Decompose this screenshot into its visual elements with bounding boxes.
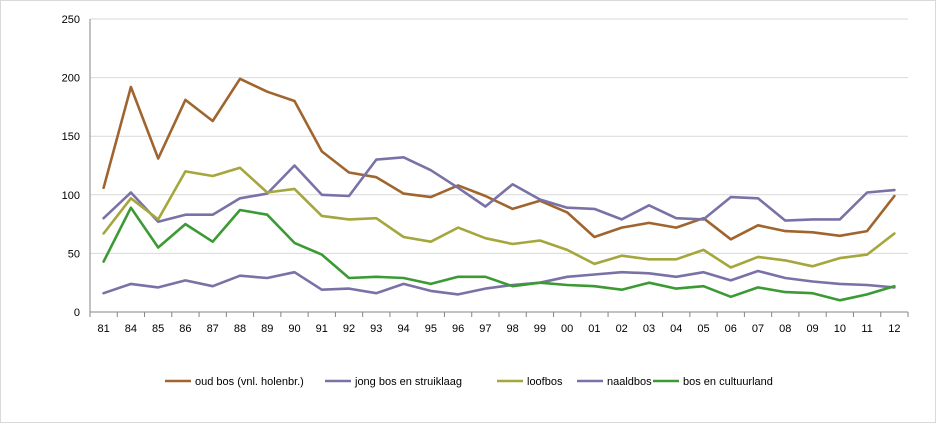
series-line-3 bbox=[102, 166, 896, 269]
x-tick-label: 10 bbox=[834, 323, 846, 335]
y-tick-label: 250 bbox=[62, 14, 80, 26]
x-tick-label: 11 bbox=[861, 323, 872, 335]
x-tick-label: 99 bbox=[534, 323, 546, 335]
x-tick-label: 85 bbox=[152, 323, 164, 335]
legend-label: jong bos en struiklaag bbox=[354, 376, 462, 388]
x-tick-label: 86 bbox=[179, 323, 191, 335]
x-tick-label: 03 bbox=[643, 323, 655, 335]
x-tick-label: 98 bbox=[507, 323, 519, 335]
x-tick-label: 88 bbox=[234, 323, 246, 335]
series-line-4 bbox=[102, 269, 896, 296]
x-tick-label: 89 bbox=[261, 323, 273, 335]
x-tick-label: 91 bbox=[316, 323, 328, 335]
x-tick-label: 09 bbox=[806, 323, 818, 335]
x-tick-label: 93 bbox=[370, 323, 382, 335]
legend-label: bos en cultuurland bbox=[683, 376, 773, 388]
y-tick-label: 50 bbox=[68, 248, 80, 260]
x-tick-label: 01 bbox=[588, 323, 600, 335]
x-tick-label: 96 bbox=[452, 323, 464, 335]
y-tick-label: 100 bbox=[62, 190, 80, 202]
x-tick-label: 07 bbox=[752, 323, 764, 335]
x-tick-label: 87 bbox=[207, 323, 219, 335]
x-tick-label: 04 bbox=[670, 323, 682, 335]
legend-label: loofbos bbox=[527, 376, 563, 388]
series-line-2 bbox=[102, 156, 896, 224]
x-tick-label: 81 bbox=[98, 323, 110, 335]
legend-label: naaldbos bbox=[607, 376, 652, 388]
x-tick-label: 05 bbox=[697, 323, 709, 335]
y-tick-label: 0 bbox=[74, 307, 80, 319]
x-tick-label: 06 bbox=[725, 323, 737, 335]
x-tick-label: 08 bbox=[779, 323, 791, 335]
y-tick-label: 200 bbox=[62, 73, 80, 85]
x-tick-label: 02 bbox=[616, 323, 628, 335]
x-tick-label: 00 bbox=[561, 323, 573, 335]
x-tick-label: 94 bbox=[397, 323, 409, 335]
x-tick-label: 97 bbox=[479, 323, 491, 335]
series-line-5 bbox=[102, 206, 896, 302]
legend-label: oud bos (vnl. holenbr.) bbox=[195, 376, 304, 388]
series-line-1 bbox=[102, 77, 896, 241]
x-tick-label: 90 bbox=[288, 323, 300, 335]
y-tick-label: 150 bbox=[62, 131, 80, 143]
x-tick-label: 92 bbox=[343, 323, 355, 335]
x-tick-label: 84 bbox=[125, 323, 137, 335]
x-tick-label: 95 bbox=[425, 323, 437, 335]
x-tick-label: 12 bbox=[888, 323, 900, 335]
